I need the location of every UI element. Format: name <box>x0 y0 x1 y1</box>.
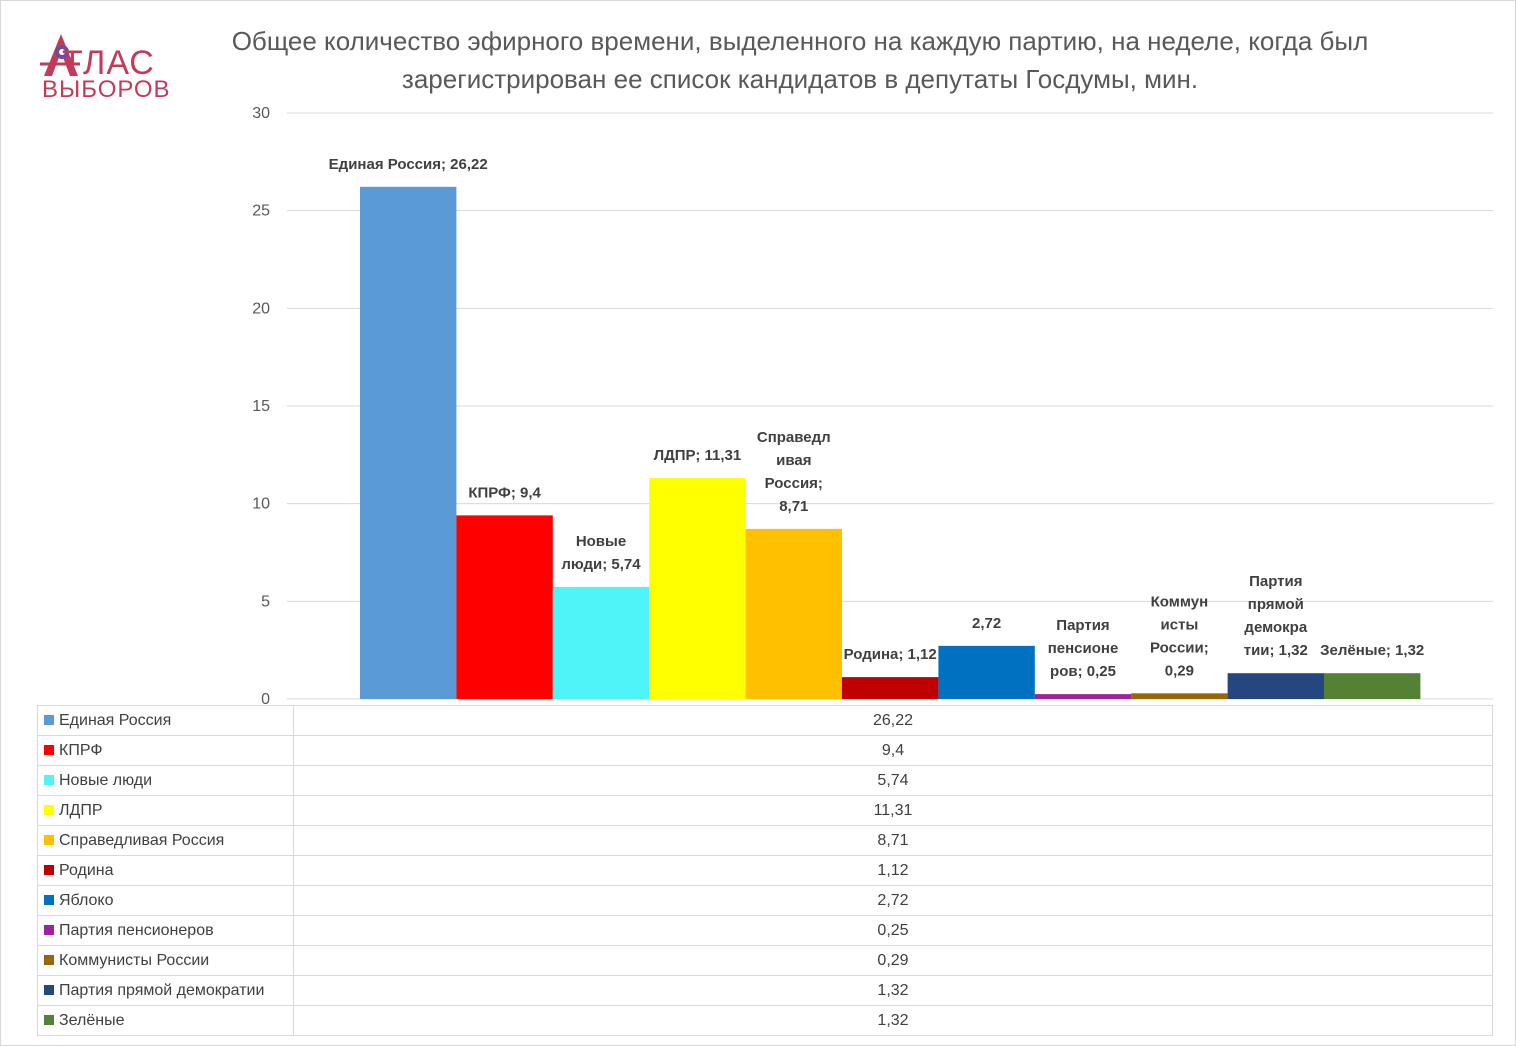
data-label: Партия прямой демокра тии; 1,32 <box>1244 573 1308 659</box>
legend-swatch <box>44 1014 54 1025</box>
data-labels: Единая Россия; 26,22 КПРФ; 9,4 Новые люди; … <box>329 156 1425 680</box>
data-label: 2,72 <box>972 615 1001 632</box>
table-row: Коммунисты России 0,29 <box>37 945 1493 976</box>
value-cell: 5,74 <box>293 765 1493 796</box>
bar <box>456 515 553 699</box>
legend-swatch <box>44 804 54 815</box>
table-row: Зелёные 1,32 <box>37 1005 1493 1036</box>
legend-swatch <box>44 954 54 965</box>
logo-mark-icon <box>40 34 80 76</box>
y-axis-ticks: 0 5 10 15 20 25 30 <box>252 105 270 705</box>
table-row: Партия прямой демократии 1,32 <box>37 975 1493 1006</box>
data-label: Справедл ивая Россия; 8,71 <box>757 429 831 515</box>
data-label: Коммун исты России; 0,29 <box>1150 593 1209 679</box>
series-name: Родина <box>59 861 114 879</box>
bar <box>1131 693 1228 699</box>
series-name-cell: Зелёные <box>37 1005 294 1036</box>
value-cell: 1,32 <box>293 975 1493 1006</box>
data-label: Партия пенсионе ров; 0,25 <box>1048 617 1119 680</box>
value-cell: 0,25 <box>293 915 1493 946</box>
series-name-cell: ЛДПР <box>37 795 294 826</box>
value-cell: 0,29 <box>293 945 1493 976</box>
series-name-cell: Родина <box>37 855 294 886</box>
y-tick-label: 5 <box>261 593 270 610</box>
legend-swatch <box>44 894 54 905</box>
bar <box>745 528 842 699</box>
bar <box>360 186 457 699</box>
series-name: Партия прямой демократии <box>59 981 265 999</box>
gridlines <box>287 112 1493 700</box>
legend-swatch <box>44 984 54 995</box>
series-name-cell: Партия пенсионеров <box>37 915 294 946</box>
table-row: Справедливая Россия 8,71 <box>37 825 1493 856</box>
y-tick-label: 30 <box>252 105 270 122</box>
series-name: Единая Россия <box>59 711 172 729</box>
atlas-vyborov-logo: ТЛАС ВЫБОРОВ <box>38 28 171 108</box>
data-label: Новые люди; 5,74 <box>561 533 641 573</box>
bar-plot: 0 5 10 15 20 25 30 Единая Россия; 26,22 КПРФ; 9… <box>252 105 1493 705</box>
legend-swatch <box>44 774 54 785</box>
data-label: Единая Россия; 26,22 <box>329 156 488 173</box>
data-label: Зелёные; 1,32 <box>1320 642 1424 659</box>
value-cell: 1,32 <box>293 1005 1493 1036</box>
bar <box>1227 673 1324 699</box>
value-cell: 26,22 <box>293 705 1493 736</box>
data-label: Родина; 1,12 <box>844 646 937 663</box>
logo-text-top: ТЛАС <box>62 44 155 82</box>
series-name: Зелёные <box>59 1011 125 1029</box>
value-cell: 8,71 <box>293 825 1493 856</box>
data-label: КПРФ; 9,4 <box>468 484 541 501</box>
data-label: ЛДПР; 11,31 <box>654 447 742 464</box>
legend-swatch <box>44 744 54 755</box>
value-cell: 11,31 <box>293 795 1493 826</box>
bar <box>649 478 746 699</box>
data-table: Единая Россия 26,22 КПРФ 9,4 Новые люди 5,74 Л… <box>37 705 1493 1036</box>
series-name: КПРФ <box>59 741 103 759</box>
table-row: Родина 1,12 <box>37 855 1493 886</box>
y-tick-label: 25 <box>252 203 270 220</box>
legend-swatch <box>44 714 54 725</box>
series-name-cell: Яблоко <box>37 885 294 916</box>
bar <box>552 586 650 699</box>
table-row: Яблоко 2,72 <box>37 885 1493 916</box>
chart-title: Общее количество эфирного времени, выдел… <box>231 26 1369 94</box>
y-tick-label: 0 <box>261 691 270 705</box>
bar <box>1034 694 1132 699</box>
legend-swatch <box>44 924 54 935</box>
table-row: ЛДПР 11,31 <box>37 795 1493 826</box>
legend-swatch <box>44 834 54 845</box>
series-name: Коммунисты России <box>59 951 210 969</box>
series-name-cell: Коммунисты России <box>37 945 294 976</box>
bars <box>360 186 1421 699</box>
y-tick-label: 10 <box>252 496 270 513</box>
series-name-cell: Единая Россия <box>37 705 294 736</box>
value-cell: 1,12 <box>293 855 1493 886</box>
series-name-cell: Партия прямой демократии <box>37 975 294 1006</box>
y-tick-label: 15 <box>252 398 270 415</box>
value-cell: 2,72 <box>293 885 1493 916</box>
table-row: КПРФ 9,4 <box>37 735 1493 766</box>
series-name-cell: КПРФ <box>37 735 294 766</box>
table-row: Новые люди 5,74 <box>37 765 1493 796</box>
series-name: Справедливая Россия <box>59 831 225 849</box>
y-tick-label: 20 <box>252 300 270 317</box>
series-name: Яблоко <box>59 891 114 909</box>
logo-text-bottom: ВЫБОРОВ <box>42 76 171 103</box>
legend-swatch <box>44 864 54 875</box>
bar <box>842 677 939 699</box>
series-name: Новые люди <box>59 771 153 789</box>
table-row: Партия пенсионеров 0,25 <box>37 915 1493 946</box>
series-name-cell: Справедливая Россия <box>37 825 294 856</box>
value-cell: 9,4 <box>293 735 1493 766</box>
table-row: Единая Россия 26,22 <box>37 705 1493 736</box>
bar <box>1324 673 1421 699</box>
series-name: Партия пенсионеров <box>59 921 214 939</box>
series-name-cell: Новые люди <box>37 765 294 796</box>
bar <box>938 645 1035 699</box>
series-name: ЛДПР <box>59 801 103 819</box>
